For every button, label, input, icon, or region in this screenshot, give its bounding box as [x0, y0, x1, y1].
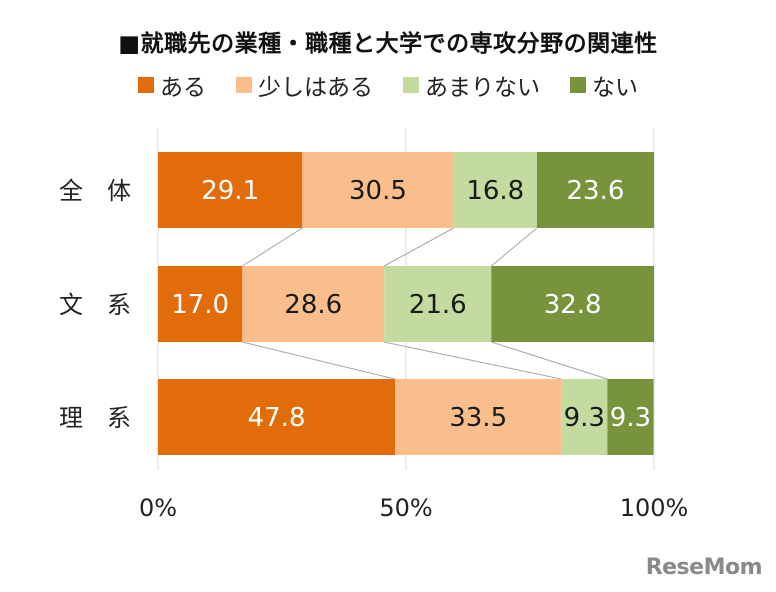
- category-label-1: 文 系: [59, 291, 131, 319]
- legend-label-nai: ない: [592, 75, 638, 101]
- legend-label-aru: ある: [160, 75, 206, 101]
- legend-item-sukoshi: 少しはある: [236, 68, 373, 102]
- legend-label-amari: あまりない: [425, 75, 540, 101]
- legend-label-sukoshi: 少しはある: [258, 75, 373, 101]
- bar-2-0: [158, 379, 396, 455]
- category-label-0: 全 体: [59, 177, 131, 205]
- bar-0-3: [536, 152, 654, 228]
- bar-0-1: [302, 152, 454, 228]
- legend-swatch-amari: [403, 77, 419, 93]
- legend-swatch-aru: [138, 77, 154, 93]
- x-tick-label-1: 50%: [379, 494, 432, 522]
- bar-0-0: [158, 152, 303, 228]
- bar-1-2: [384, 266, 492, 342]
- data-label-1-1: 28.6: [284, 290, 342, 320]
- series-line-1-1: [242, 341, 396, 380]
- legend-item-nai: ない: [570, 68, 638, 102]
- x-tick-label-0: 0%: [139, 494, 177, 522]
- legend-item-amari: あまりない: [403, 68, 540, 102]
- series-line-0-3: [490, 227, 538, 267]
- bar-1-0: [158, 266, 243, 342]
- bar-2-3: [607, 379, 654, 455]
- bar-2-1: [395, 379, 562, 455]
- data-label-0-2: 16.8: [466, 176, 524, 206]
- data-label-1-2: 21.6: [409, 290, 467, 320]
- data-label-2-2: 9.3: [564, 403, 605, 433]
- data-label-0-3: 23.6: [567, 176, 625, 206]
- x-tick-label-2: 100%: [620, 494, 689, 522]
- series-line-1-2: [384, 341, 562, 380]
- legend-item-aru: ある: [138, 68, 206, 102]
- data-label-2-3: 9.3: [610, 403, 651, 433]
- data-label-0-0: 29.1: [201, 176, 259, 206]
- bar-1-3: [491, 266, 654, 342]
- series-line-1-3: [491, 341, 608, 380]
- bar-1-1: [242, 266, 385, 342]
- series-line-0-1: [242, 227, 303, 267]
- bar-2-2: [561, 379, 608, 455]
- data-label-1-3: 32.8: [544, 290, 602, 320]
- series-line-0-2: [383, 227, 454, 267]
- chart-title: ■就職先の業種・職種と大学での専攻分野の関連性: [118, 31, 658, 57]
- data-label-1-0: 17.0: [171, 290, 229, 320]
- legend-swatch-sukoshi: [236, 77, 252, 93]
- category-label-2: 理 系: [59, 404, 131, 432]
- data-label-2-1: 33.5: [449, 403, 507, 433]
- data-label-2-0: 47.8: [248, 403, 306, 433]
- bar-0-2: [453, 152, 537, 228]
- resemom-logo: ReseMom: [645, 555, 763, 580]
- legend-swatch-nai: [570, 77, 586, 93]
- data-label-0-1: 30.5: [349, 176, 407, 206]
- legend: ある 少しはある あまりない ない: [0, 68, 776, 102]
